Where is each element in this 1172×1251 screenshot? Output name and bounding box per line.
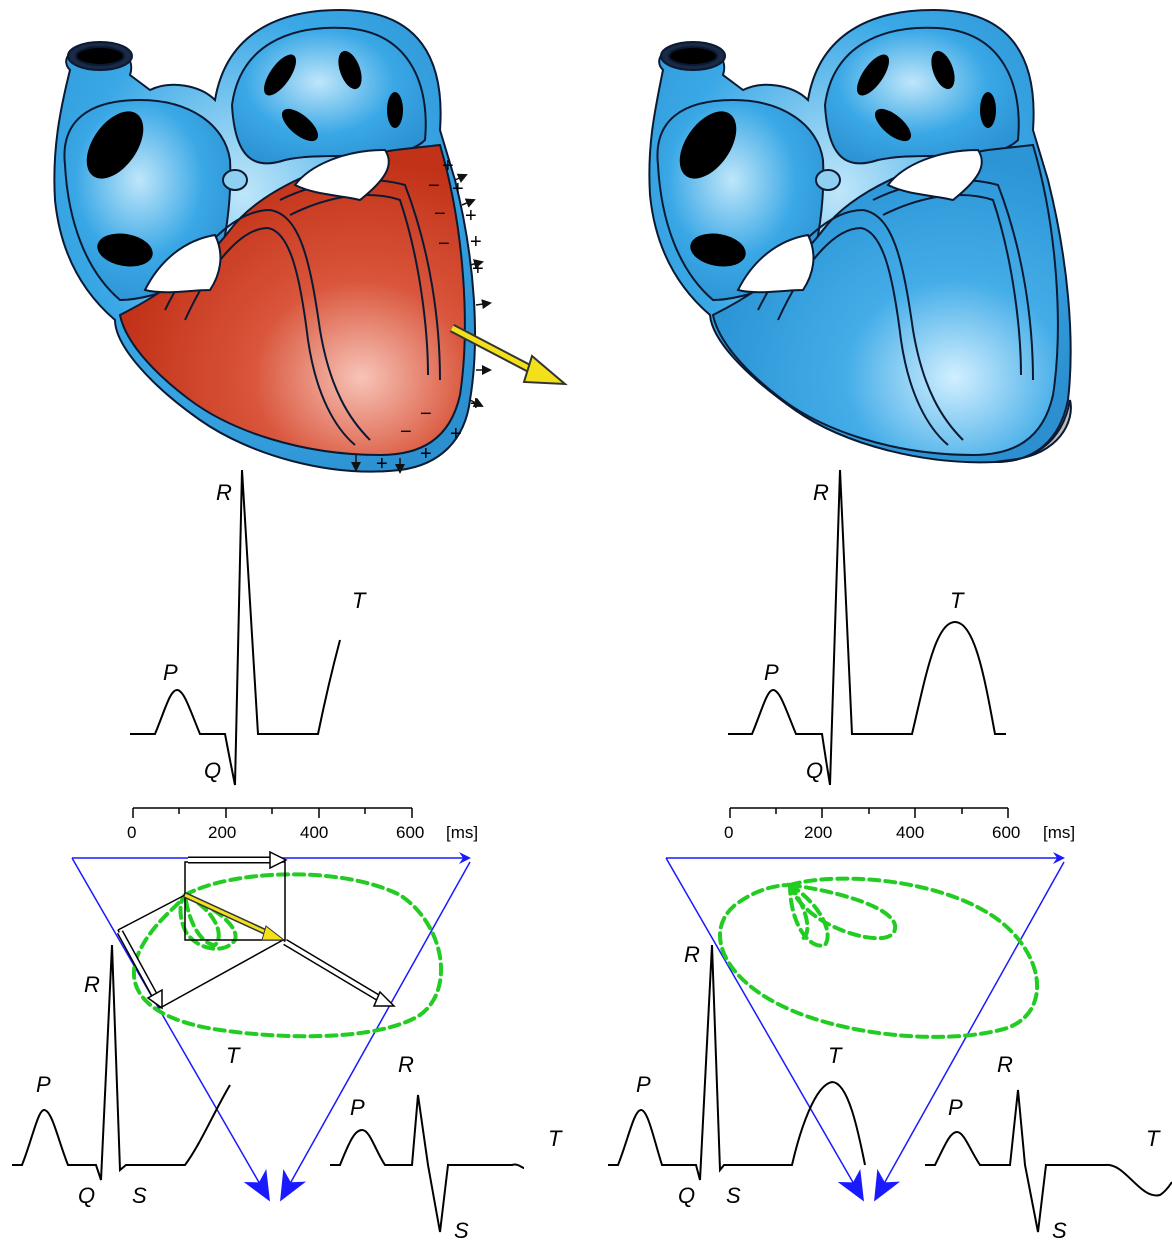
tick-label: 0 <box>724 823 733 842</box>
lead-trace-right-1 <box>608 944 866 1181</box>
s-wave-label: S <box>132 1183 147 1208</box>
vector-loop-right <box>718 876 1040 1039</box>
p-wave-label: P <box>636 1072 651 1097</box>
svg-text:+: + <box>472 258 484 280</box>
svg-text:−: − <box>400 421 412 443</box>
r-wave-label: R <box>216 480 232 505</box>
t-wave-label: T <box>950 588 965 613</box>
r-wave-label: R <box>813 480 829 505</box>
ventricles-depolarized <box>118 143 466 457</box>
svg-text:+: + <box>465 205 477 227</box>
ecg-trace-right <box>728 469 1006 786</box>
left-heart <box>53 8 476 473</box>
tick-label: 200 <box>208 823 236 842</box>
r-wave-label: R <box>997 1052 1013 1077</box>
r-wave-label: R <box>398 1052 414 1077</box>
svg-text:+: + <box>450 423 462 445</box>
p-wave-label: P <box>764 660 779 685</box>
time-axis-right <box>729 807 1009 818</box>
vector-loop-left <box>132 872 443 1039</box>
q-wave-label: Q <box>806 758 823 783</box>
q-wave-label: Q <box>678 1183 695 1208</box>
time-axis-left <box>132 807 413 818</box>
mitral-valve-icon <box>293 148 390 202</box>
svg-text:−: − <box>428 175 440 197</box>
svg-text:+: + <box>442 155 454 177</box>
t-wave-label: T <box>352 588 367 613</box>
p-wave-label: P <box>350 1095 365 1120</box>
mitral-valve-icon <box>886 148 983 202</box>
tick-label: 0 <box>127 823 136 842</box>
lead-trace-left-1 <box>12 944 231 1181</box>
right-heart <box>648 8 1072 464</box>
t-wave-label: T <box>828 1043 843 1068</box>
tricuspid-valve-icon <box>736 233 815 294</box>
tick-label: 200 <box>804 823 832 842</box>
einthoven-triangle-left <box>71 852 471 1202</box>
svg-text:−: − <box>438 233 450 255</box>
einthoven-triangle-right <box>665 852 1065 1202</box>
axis-unit: [ms] <box>446 823 478 842</box>
lead-trace-right-2 <box>925 1089 1172 1233</box>
s-wave-label: S <box>1052 1218 1067 1243</box>
svg-text:−: − <box>434 203 446 225</box>
tick-label: 600 <box>992 823 1020 842</box>
lead-trace-left-2 <box>330 1094 525 1233</box>
ventricles-repolarized <box>711 143 1059 457</box>
axis-unit: [ms] <box>1043 823 1075 842</box>
svg-text:+: + <box>470 393 482 415</box>
t-wave-label: T <box>548 1126 563 1151</box>
q-wave-label: Q <box>78 1183 95 1208</box>
p-wave-label: P <box>36 1072 51 1097</box>
svg-text:+: + <box>420 443 432 465</box>
t-wave-label: T <box>226 1043 241 1068</box>
svg-text:+: + <box>376 453 388 475</box>
s-wave-label: S <box>726 1183 741 1208</box>
ecg-trace-left <box>130 469 341 786</box>
tick-label: 400 <box>896 823 924 842</box>
svg-text:−: − <box>420 403 432 425</box>
p-wave-label: P <box>948 1095 963 1120</box>
projection-vectors <box>116 850 396 1010</box>
s-wave-label: S <box>454 1218 469 1243</box>
r-wave-label: R <box>84 972 100 997</box>
svg-text:+: + <box>470 231 482 253</box>
p-wave-label: P <box>163 660 178 685</box>
svg-text:+: + <box>452 178 464 200</box>
tick-label: 600 <box>396 823 424 842</box>
cardiac-vector-arrow <box>449 324 568 386</box>
r-wave-label: R <box>684 942 700 967</box>
t-wave-label: T <box>1146 1126 1161 1151</box>
tick-label: 400 <box>300 823 328 842</box>
tricuspid-valve-icon <box>143 233 222 294</box>
q-wave-label: Q <box>204 758 221 783</box>
